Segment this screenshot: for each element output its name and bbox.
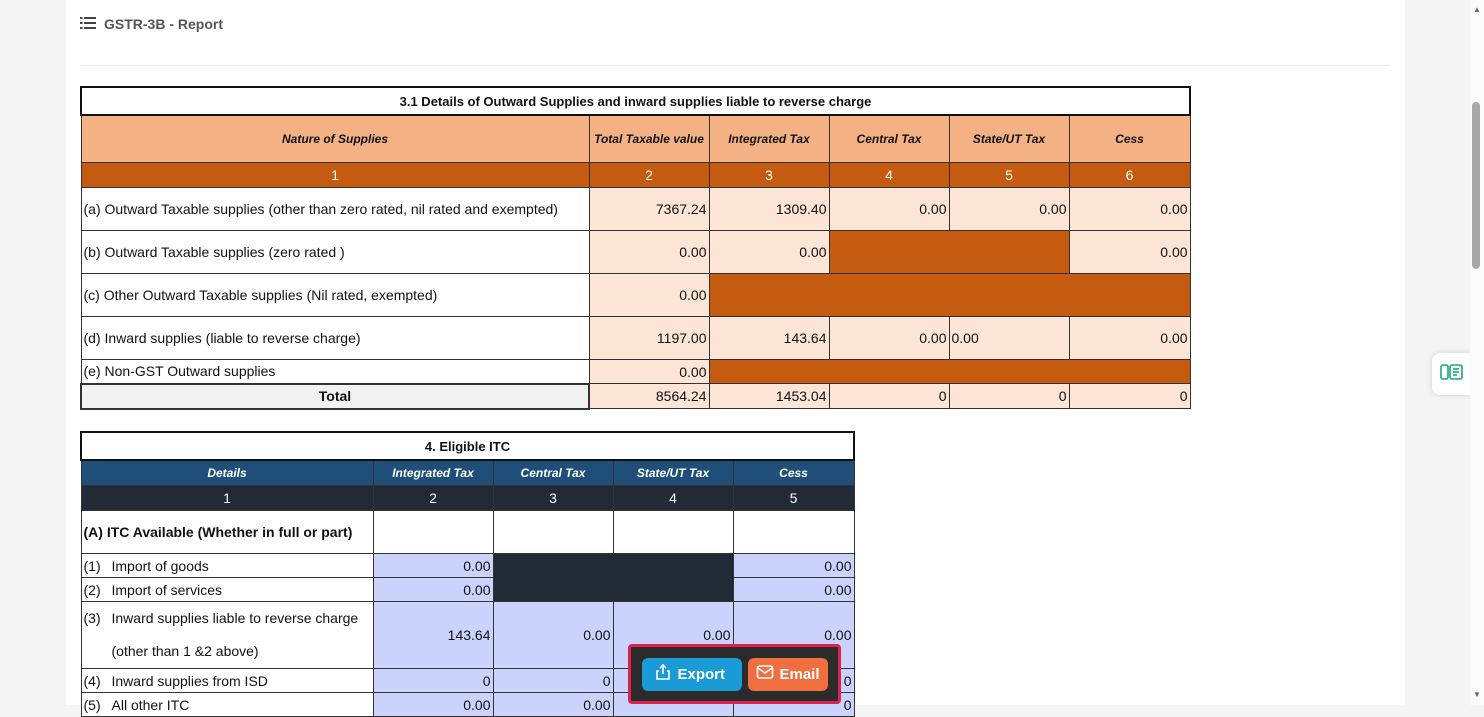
cell-value: 1197.00 bbox=[588, 316, 710, 360]
column-number: 5 bbox=[948, 162, 1070, 188]
scroll-up-icon[interactable]: ▲ bbox=[1473, 5, 1481, 14]
total-value: 0 bbox=[828, 383, 950, 409]
total-value: 0 bbox=[1068, 383, 1191, 409]
section-row: (A) ITC Available (Whether in full or pa… bbox=[80, 510, 855, 554]
row-label: Inward supplies liable to reverse charge bbox=[111, 610, 359, 626]
column-header: Details bbox=[80, 459, 374, 486]
cell-value: 0.00 bbox=[372, 553, 494, 578]
outward-supplies-table: 3.1 Details of Outward Supplies and inwa… bbox=[79, 86, 1192, 410]
cell-value: 7367.24 bbox=[588, 187, 710, 231]
disabled-cell bbox=[492, 553, 734, 602]
table-row: (c) Other Outward Taxable supplies (Nil … bbox=[80, 273, 1191, 317]
cell-value: 1309.40 bbox=[708, 187, 830, 231]
cell-value: 0.00 bbox=[588, 359, 710, 384]
notes-icon bbox=[1440, 363, 1464, 386]
row-index: (2) bbox=[83, 581, 101, 598]
cell-value: 143.64 bbox=[372, 601, 494, 669]
total-value: 0 bbox=[948, 383, 1070, 409]
side-widget[interactable] bbox=[1432, 353, 1472, 395]
row-label: Import of services bbox=[111, 581, 222, 598]
page-header: GSTR-3B - Report bbox=[80, 14, 223, 34]
column-number: 1 bbox=[80, 162, 590, 188]
action-toolbar: Export Email bbox=[628, 644, 841, 704]
column-header: State/UT Tax bbox=[948, 114, 1070, 163]
cell-value: 0.00 bbox=[1068, 230, 1191, 274]
column-header: State/UT Tax bbox=[612, 459, 734, 486]
table-row: (a) Outward Taxable supplies (other than… bbox=[80, 187, 1191, 231]
total-label: Total bbox=[80, 382, 590, 410]
column-number: 4 bbox=[612, 485, 734, 511]
column-header: Central Tax bbox=[492, 459, 614, 486]
row-label: (a) Outward Taxable supplies (other than… bbox=[80, 187, 590, 231]
email-button[interactable]: Email bbox=[747, 657, 828, 691]
cell-value: 0 bbox=[492, 668, 614, 693]
cell-value: 0.00 bbox=[948, 187, 1070, 231]
column-header: Integrated Tax bbox=[708, 114, 830, 163]
row-index: (3) bbox=[83, 610, 101, 626]
column-number: 5 bbox=[732, 485, 855, 511]
total-value: 8564.24 bbox=[588, 383, 710, 409]
cell-value: 0.00 bbox=[828, 316, 950, 360]
cell-value: 0 bbox=[372, 668, 494, 693]
column-number: 3 bbox=[492, 485, 614, 511]
column-number: 4 bbox=[828, 162, 950, 188]
cell-value: 0.00 bbox=[1068, 187, 1191, 231]
page-title: GSTR-3B - Report bbox=[104, 16, 223, 32]
cell-value: 0.00 bbox=[708, 230, 830, 274]
row-label: (e) Non-GST Outward supplies bbox=[80, 359, 590, 384]
cell-value: 0.00 bbox=[492, 601, 614, 669]
column-number: 6 bbox=[1068, 162, 1191, 188]
export-button[interactable]: Export bbox=[641, 657, 742, 691]
cell-value: 0.00 bbox=[732, 553, 855, 578]
disabled-cell bbox=[708, 359, 1191, 384]
section-label: (A) ITC Available (Whether in full or pa… bbox=[80, 510, 374, 554]
column-number: 2 bbox=[372, 485, 494, 511]
table-row: (e) Non-GST Outward supplies 0.00 bbox=[80, 359, 1191, 384]
row-label: Import of goods bbox=[111, 557, 209, 574]
cell-value: 0.00 bbox=[948, 316, 1070, 360]
cell-value: 0.00 bbox=[732, 577, 855, 602]
scrollbar-thumb[interactable] bbox=[1472, 102, 1480, 269]
table-row: (d) Inward supplies (liable to reverse c… bbox=[80, 316, 1191, 360]
export-label: Export bbox=[677, 665, 726, 683]
header-divider bbox=[80, 65, 1390, 66]
cell-value: 0.00 bbox=[1068, 316, 1191, 360]
row-label: (b) Outward Taxable supplies (zero rated… bbox=[80, 230, 590, 274]
total-row: Total 8564.24 1453.04 0 0 0 bbox=[80, 382, 1191, 410]
column-header: Cess bbox=[1068, 114, 1191, 163]
column-number: 2 bbox=[588, 162, 710, 188]
row-index: (4) bbox=[83, 672, 101, 689]
column-header: Nature of Supplies bbox=[80, 114, 590, 163]
row-label: (c) Other Outward Taxable supplies (Nil … bbox=[80, 273, 590, 317]
row-index: (1) bbox=[83, 557, 101, 574]
table-title: 4. Eligible ITC bbox=[80, 431, 855, 461]
cell-value: 0.00 bbox=[588, 273, 710, 317]
column-header: Integrated Tax bbox=[372, 459, 494, 486]
table-title: 3.1 Details of Outward Supplies and inwa… bbox=[79, 86, 1192, 116]
email-label: Email bbox=[779, 665, 820, 683]
mail-icon bbox=[756, 664, 774, 684]
column-number: 3 bbox=[708, 162, 830, 188]
column-number: 1 bbox=[80, 485, 374, 511]
cell-value: 0.00 bbox=[588, 230, 710, 274]
total-value: 1453.04 bbox=[708, 383, 830, 409]
row-label: (d) Inward supplies (liable to reverse c… bbox=[80, 316, 590, 360]
cell-value: 0.00 bbox=[372, 577, 494, 602]
cell-value: 143.64 bbox=[708, 316, 830, 360]
table-row: (2) Import of services 0.00 0.00 bbox=[80, 577, 855, 602]
table-row: (b) Outward Taxable supplies (zero rated… bbox=[80, 230, 1191, 274]
column-header: Central Tax bbox=[828, 114, 950, 163]
scroll-down-icon[interactable]: ▼ bbox=[1473, 690, 1481, 699]
list-icon[interactable] bbox=[80, 16, 96, 33]
row-label: Inward supplies from ISD bbox=[111, 672, 268, 689]
table-row: (1) Import of goods 0.00 0.00 bbox=[80, 553, 855, 602]
column-header: Total Taxable value bbox=[588, 114, 710, 163]
disabled-cell bbox=[828, 230, 1070, 274]
upload-icon bbox=[654, 663, 672, 685]
disabled-cell bbox=[708, 273, 1191, 317]
column-header: Cess bbox=[732, 459, 855, 486]
row-label-continued: (other than 1 &2 above) bbox=[111, 643, 259, 659]
cell-value: 0.00 bbox=[828, 187, 950, 231]
